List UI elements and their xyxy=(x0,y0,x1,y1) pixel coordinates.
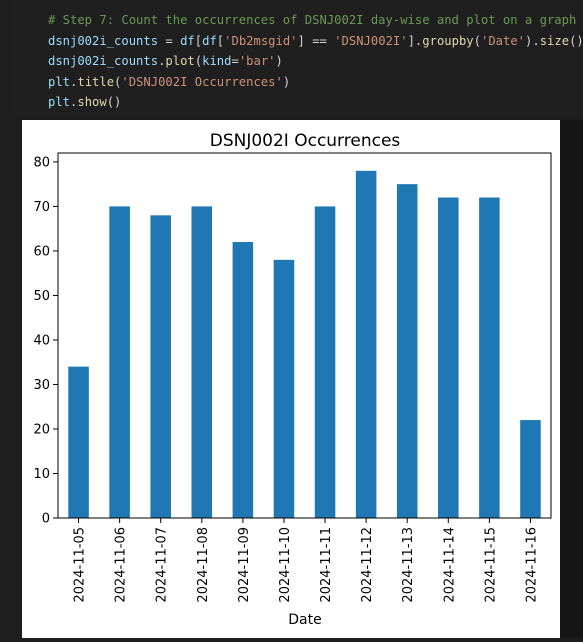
code-token: = xyxy=(158,33,181,48)
code-token: kind xyxy=(202,54,232,68)
y-tick-label: 70 xyxy=(33,200,50,215)
bar xyxy=(273,259,295,518)
code-token: ]. xyxy=(407,33,423,48)
code-token: ( xyxy=(114,74,122,89)
code-token: plt xyxy=(48,74,71,89)
code-token: plot xyxy=(165,54,195,68)
code-line: plt.show() xyxy=(10,92,583,113)
code-token: ( xyxy=(473,33,481,48)
y-axis: 0 10 20 30 40 50 60 70 80 xyxy=(33,155,58,527)
code-line: # Step 7: Count the occurrences of DSNJ0… xyxy=(10,10,583,31)
y-tick-label: 30 xyxy=(33,378,50,393)
y-tick-label: 20 xyxy=(33,422,50,437)
code-token: title xyxy=(77,74,115,89)
x-tick-label: 2024-11-15 xyxy=(483,527,498,603)
bar xyxy=(396,184,418,518)
x-tick-label: 2024-11-06 xyxy=(114,527,129,603)
code-line: dsnj002i_counts = df[df['Db2msgid'] == '… xyxy=(10,31,583,52)
cell-output: DSNJ002I Occurrences 0 10 20 30 40 50 60 70 80 2… xyxy=(22,120,560,638)
code-token: plt xyxy=(48,95,71,109)
y-tick-label: 60 xyxy=(33,244,50,259)
code-token: ( xyxy=(194,54,203,68)
bar-chart: DSNJ002I Occurrences 0 10 20 30 40 50 60 70 80 2… xyxy=(33,131,552,628)
y-tick-label: 50 xyxy=(33,289,50,304)
bar xyxy=(150,215,171,518)
bar xyxy=(355,170,377,518)
code-token: show xyxy=(77,95,107,109)
code-token: ) xyxy=(282,74,291,89)
x-axis-label: Date xyxy=(288,612,321,628)
code-token: ). xyxy=(525,33,540,48)
x-tick-label: 2024-11-13 xyxy=(401,527,416,603)
x-tick-label: 2024-11-11 xyxy=(319,527,334,603)
bar xyxy=(520,420,541,518)
code-token: 'DSNJ002I' xyxy=(334,33,408,48)
code-token: dsnj002i_counts xyxy=(48,54,159,68)
x-tick-label: 2024-11-14 xyxy=(442,527,457,603)
code-token: ] == xyxy=(297,33,335,48)
x-tick-label: 2024-11-16 xyxy=(524,527,539,603)
code-token: df xyxy=(180,33,195,48)
output-scroll-gutter xyxy=(560,120,583,638)
chart-title: DSNJ002I Occurrences xyxy=(210,131,401,151)
x-tick-label: 2024-11-10 xyxy=(278,527,293,603)
bar xyxy=(314,206,336,518)
code-token: df xyxy=(202,33,217,48)
code-editor[interactable]: # Step 7: Count the occurrences of DSNJ0… xyxy=(10,10,583,113)
code-token: # Step 7: Count the occurrences of DSNJ0… xyxy=(48,13,577,27)
code-token: () xyxy=(106,95,122,109)
y-tick-label: 10 xyxy=(33,467,50,482)
code-token: 'bar' xyxy=(238,54,276,68)
code-token: [ xyxy=(194,33,203,48)
code-token: . xyxy=(70,95,78,109)
y-tick-label: 40 xyxy=(33,333,50,348)
code-token: () xyxy=(569,33,583,48)
x-tick-label: 2024-11-08 xyxy=(196,527,211,603)
code-token: [ xyxy=(216,33,225,48)
bar xyxy=(191,206,213,518)
y-tick-label: 0 xyxy=(42,512,50,527)
code-token: . xyxy=(158,54,166,68)
code-token: 'Date' xyxy=(480,33,526,48)
bar xyxy=(479,197,500,518)
bar xyxy=(109,206,130,518)
code-token: ) xyxy=(275,54,283,68)
code-token: = xyxy=(231,54,239,68)
x-tick-label: 2024-11-12 xyxy=(360,527,375,603)
code-cell[interactable]: # Step 7: Count the occurrences of DSNJ0… xyxy=(10,0,583,118)
code-line: plt.title('DSNJ002I Occurrences') xyxy=(10,72,583,93)
plot-frame xyxy=(57,152,552,519)
bar xyxy=(232,242,254,518)
x-tick-label: 2024-11-09 xyxy=(237,527,252,603)
code-token: 'DSNJ002I Occurrences' xyxy=(121,74,283,89)
code-token: size xyxy=(539,33,570,48)
bar xyxy=(438,197,459,518)
code-token: . xyxy=(70,74,78,89)
x-axis: 2024-11-05 2024-11-06 2024-11-07 2024-11-08… xyxy=(73,518,539,603)
bar xyxy=(68,366,89,518)
y-tick-label: 80 xyxy=(33,155,50,170)
code-line: dsnj002i_counts.plot(kind='bar') xyxy=(10,51,583,72)
x-tick-label: 2024-11-05 xyxy=(73,527,88,603)
x-tick-label: 2024-11-07 xyxy=(155,527,170,603)
code-token: dsnj002i_counts xyxy=(48,33,159,48)
code-token: groupby xyxy=(422,33,474,48)
bars xyxy=(68,170,541,518)
code-token: 'Db2msgid' xyxy=(224,33,298,48)
